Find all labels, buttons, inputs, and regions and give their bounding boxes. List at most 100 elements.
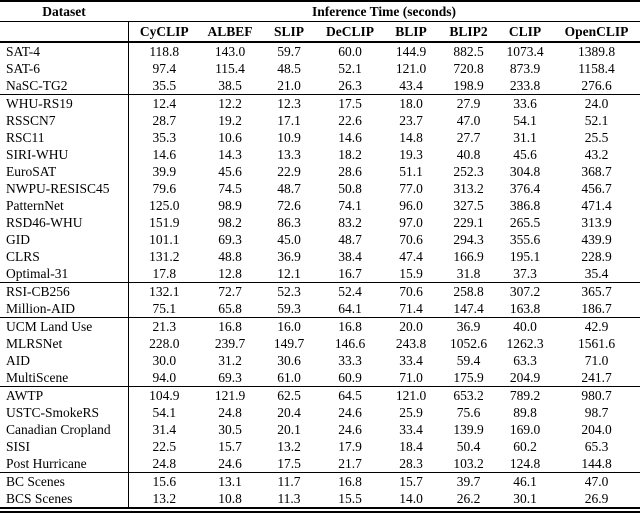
- inference-time-value: 19.3: [399, 147, 423, 162]
- inference-time-value: 40.0: [513, 319, 537, 334]
- inference-time-value: 144.8: [553, 455, 640, 473]
- inference-time-value: 61.0: [260, 369, 318, 387]
- inference-time-value: 294.3: [453, 232, 484, 247]
- table-row: AWTP 104.9 121.9 62.5 64.5 121.0 653.2 789.2 980…: [0, 386, 640, 404]
- table-row: UCM Land Use 21.3 16.8 16.0 16.8 20.0 36.9 40.0…: [0, 317, 640, 335]
- inference-time-value: 97.0: [399, 215, 423, 230]
- inference-time-value: 48.5: [277, 61, 301, 76]
- inference-time-value: 26.2: [440, 490, 497, 509]
- dataset-name: SISI: [0, 438, 129, 455]
- inference-time-value: 27.7: [456, 130, 481, 145]
- dataset-name: MLRSNet: [0, 335, 129, 352]
- inference-time-value: 11.3: [260, 490, 318, 509]
- inference-time-value: 23.7: [399, 113, 423, 128]
- inference-time-value: 39.7: [456, 474, 481, 489]
- inference-time-value: 17.8: [128, 265, 200, 283]
- dataset-name: Canadian Cropland: [0, 421, 129, 438]
- dataset-name: AWTP: [0, 386, 129, 404]
- dataset-name: MultiScene: [0, 369, 129, 387]
- inference-time-value: 1158.4: [578, 61, 615, 76]
- inference-time-value: 10.9: [277, 130, 301, 145]
- table-row: MultiScene 94.0 69.3 61.0 60.9 71.0 175.9 204.9…: [0, 369, 640, 387]
- inference-time-value: 36.9: [456, 319, 481, 334]
- dataset-name: RSI-CB256: [0, 282, 129, 300]
- inference-time-value: 10.6: [218, 130, 242, 145]
- inference-time-value: 252.3: [453, 164, 484, 179]
- inference-time-value: 175.9: [440, 369, 497, 387]
- table-row: NWPU-RESISC45 79.6 74.5 48.7 50.8 77.0 313.2 37…: [0, 180, 640, 197]
- inference-time-value: 980.7: [581, 388, 612, 403]
- inference-time-value: 46.1: [513, 474, 537, 489]
- dataset-name: BC Scenes: [0, 472, 129, 490]
- dataset-name: WHU-RS19: [0, 94, 129, 112]
- inference-time-value: 204.9: [497, 369, 553, 387]
- inference-time-value: 79.6: [152, 181, 177, 196]
- inference-time-value: 10.8: [200, 490, 260, 509]
- inference-time-value: 70.6: [399, 284, 423, 299]
- inference-time-value: 121.0: [395, 61, 427, 76]
- dataset-name: EuroSAT: [0, 163, 129, 180]
- model-header-row: CyCLIP ALBEF SLIP DeCLIP BLIP BLIP2 CLIP OpenCL…: [0, 21, 640, 43]
- inference-time-value: 16.8: [218, 319, 242, 334]
- inference-time-value: 163.8: [497, 300, 553, 318]
- inference-time-value: 12.1: [260, 265, 318, 283]
- inference-time-value: 30.1: [497, 490, 553, 509]
- dataset-name: NWPU-RESISC45: [0, 180, 129, 197]
- inference-time-value: 15.5: [318, 490, 382, 509]
- table-row: RSD46-WHU 151.9 98.2 86.3 83.2 97.0 229.1 265.5…: [0, 214, 640, 231]
- inference-time-value: 21.0: [260, 77, 318, 95]
- inference-time-value: 11.7: [277, 474, 301, 489]
- inference-time-value: 471.4: [581, 198, 612, 213]
- inference-time-value: 21.3: [152, 319, 177, 334]
- inference-time-value: 65.3: [584, 439, 609, 454]
- dataset-name: GID: [0, 231, 129, 248]
- inference-time-value: 35.4: [553, 265, 640, 283]
- inference-time-value: 75.6: [456, 405, 481, 420]
- table-row: USTC-SmokeRS 54.1 24.8 20.4 24.6 25.9 75.6 89.8…: [0, 404, 640, 421]
- inference-time-value: 89.8: [513, 405, 537, 420]
- inference-time-value: 258.8: [453, 284, 484, 299]
- table-row: SIRI-WHU 14.6 14.3 13.3 18.2 19.3 40.8 45.6 43.2: [0, 146, 640, 163]
- inference-time-value: 24.8: [128, 455, 200, 473]
- table-row: PatternNet 125.0 98.9 72.6 74.1 96.0 327.5 386.…: [0, 197, 640, 214]
- inference-time-value: 239.7: [214, 336, 246, 351]
- inference-time-value: 24.6: [338, 422, 362, 437]
- inference-time-value: 50.8: [338, 181, 362, 196]
- inference-time-value: 17.5: [338, 96, 362, 111]
- inference-time-value: 439.9: [581, 232, 612, 247]
- inference-time-value: 789.2: [509, 388, 541, 403]
- inference-time-value: 71.0: [382, 369, 440, 387]
- inference-time-value: 139.9: [453, 422, 484, 437]
- inference-time-value: 33.4: [399, 422, 423, 437]
- inference-time-value: 45.6: [218, 164, 242, 179]
- inference-time-value: 24.0: [584, 96, 609, 111]
- inference-time-value: 74.5: [218, 181, 242, 196]
- inference-time-value: 241.7: [553, 369, 640, 387]
- inference-time-value: 70.6: [399, 232, 423, 247]
- inference-time-value: 121.9: [214, 388, 246, 403]
- inference-time-value: 42.9: [584, 319, 609, 334]
- inference-time-value: 368.7: [581, 164, 612, 179]
- inference-time-value: 118.8: [149, 44, 180, 59]
- inference-time-value: 376.4: [509, 181, 541, 196]
- dataset-name: PatternNet: [0, 197, 129, 214]
- inference-time-value: 307.2: [509, 284, 541, 299]
- inference-time-value: 38.5: [200, 77, 260, 95]
- inference-time-value: 36.9: [277, 249, 301, 264]
- inference-time-value: 83.2: [338, 215, 362, 230]
- inference-time-value: 60.9: [318, 369, 382, 387]
- model-column-header: DeCLIP: [318, 21, 382, 43]
- inference-time-value: 12.4: [152, 96, 177, 111]
- inference-time-value: 15.9: [382, 265, 440, 283]
- inference-time-value: 30.6: [277, 353, 301, 368]
- inference-time-value: 204.0: [581, 422, 612, 437]
- inference-time-value: 45.0: [277, 232, 301, 247]
- table-row: RSC11 35.3 10.6 10.9 14.6 14.8 27.7 31.1 25.5: [0, 129, 640, 146]
- inference-time-value: 52.3: [277, 284, 301, 299]
- dataset-name: USTC-SmokeRS: [0, 404, 129, 421]
- model-column-header: SLIP: [260, 21, 318, 43]
- inference-time-value: 124.8: [497, 455, 553, 473]
- dataset-header-spacer: [0, 21, 129, 43]
- inference-time-value: 265.5: [509, 215, 541, 230]
- dataset-name: RSD46-WHU: [0, 214, 129, 231]
